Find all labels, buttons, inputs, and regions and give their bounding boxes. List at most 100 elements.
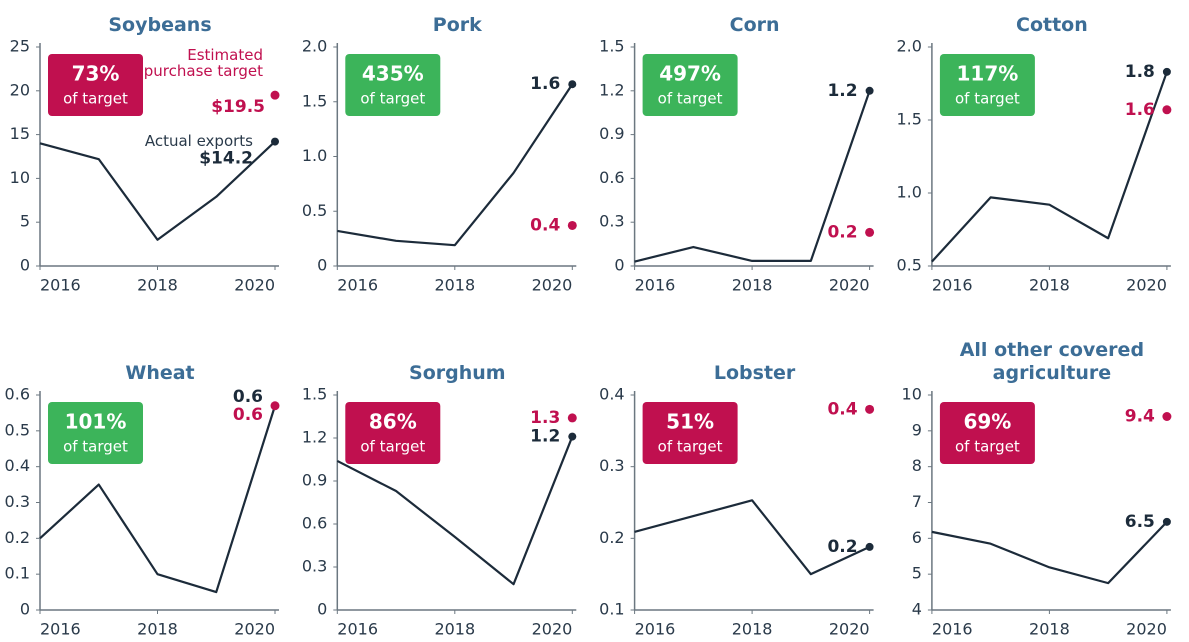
x-tick-label: 2018	[1029, 276, 1070, 295]
y-tick-label: 0.6	[599, 168, 624, 187]
panel-title-box: Corn	[729, 14, 780, 36]
y-tick-label: 0.6	[5, 385, 30, 404]
y-tick-label: 20	[10, 80, 30, 99]
x-tick-label: 2016	[337, 276, 378, 295]
badge-value: 73%	[72, 62, 120, 86]
line	[39, 140, 276, 241]
line	[931, 71, 1168, 263]
target-label: 1.3	[530, 408, 560, 428]
y-tick-label: 0	[20, 600, 30, 619]
target-point	[865, 404, 875, 414]
panel-title-box: Wheat	[125, 362, 195, 384]
badge-value: 117%	[957, 62, 1019, 86]
y-tick-label: 0.3	[302, 557, 327, 576]
x-tick-label: 2020	[234, 276, 275, 295]
target-point	[1162, 412, 1172, 421]
target-label: 0.2	[827, 222, 857, 242]
y-tick-label: 1.0	[896, 183, 921, 202]
target-label: 0.6	[233, 405, 263, 425]
y-tick-label: 1.5	[896, 110, 921, 129]
x-tick-label: 2020	[1126, 276, 1167, 295]
target-point	[1162, 105, 1172, 115]
badge	[345, 54, 441, 116]
badge-text: of target	[63, 438, 128, 456]
y-tick-label: 0.3	[599, 212, 624, 231]
x-tick-label: 2018	[732, 620, 773, 639]
badge-value: 101%	[65, 410, 127, 434]
badge	[48, 402, 143, 464]
x-tick-label: 2016	[40, 276, 81, 295]
badge-text: of target	[360, 90, 425, 108]
y-tick-label: 0	[317, 600, 327, 619]
y-tick-label: 7	[912, 492, 922, 511]
x-tick-label: 2018	[1029, 620, 1070, 639]
badge	[642, 54, 738, 116]
end-point	[865, 86, 874, 95]
line	[39, 405, 277, 594]
end-label: 1.6	[530, 74, 560, 94]
x-tick-label: 2016	[932, 276, 973, 295]
panel-title: Soybeans	[108, 14, 212, 36]
panel-title-box: Pork	[433, 14, 482, 36]
target-label: 0.4	[530, 215, 560, 235]
x-tick-label: 2016	[932, 620, 973, 639]
y-tick-label: 6	[912, 528, 922, 547]
y-tick-label: 0.4	[5, 456, 30, 475]
x-tick-label: 2016	[635, 620, 676, 639]
target-annotation: Estimated purchase target	[143, 47, 263, 81]
badge-text: of target	[955, 438, 1020, 456]
end-point	[1162, 67, 1171, 76]
badge-text: of target	[63, 90, 128, 108]
badge	[642, 402, 738, 464]
target-point	[270, 401, 280, 411]
panel-title-box: Cotton	[1016, 14, 1088, 36]
panel-title: Wheat	[125, 362, 195, 384]
y-tick-label: 8	[912, 456, 922, 475]
badge-value: 69%	[963, 410, 1011, 434]
end-point	[568, 432, 577, 441]
panel-title-box: Sorghum	[409, 362, 506, 384]
panel-title: Cotton	[1016, 14, 1088, 36]
y-tick-label: 10	[10, 168, 30, 187]
panel-title-box: All other covered agriculture	[960, 339, 1144, 384]
target-label: 0.4	[827, 399, 857, 419]
y-tick-label: 9	[912, 420, 922, 439]
y-tick-label: 1.2	[599, 80, 624, 99]
y-tick-label: 0	[614, 256, 624, 275]
y-tick-label: 1.2	[302, 428, 327, 447]
y-tick-label: 0.5	[896, 256, 921, 275]
y-tick-label: 0.5	[5, 420, 30, 439]
x-tick-label: 2018	[434, 620, 475, 639]
y-tick-label: 10	[902, 385, 922, 404]
badge	[48, 54, 143, 116]
y-tick-label: 2.0	[302, 37, 327, 56]
x-tick-label: 2020	[532, 620, 573, 639]
end-label: 6.5	[1125, 512, 1155, 532]
panel-title-box: Soybeans	[108, 14, 212, 36]
line	[336, 436, 574, 586]
badge	[939, 402, 1035, 464]
target-label: $19.5	[211, 97, 265, 117]
badge	[939, 54, 1035, 116]
actual-annotation: Actual exports	[145, 132, 253, 150]
y-tick-label: 1.5	[599, 37, 624, 56]
y-tick-label: 1.5	[302, 385, 327, 404]
x-tick-label: 2016	[635, 276, 676, 295]
line	[634, 90, 871, 263]
target-point	[567, 220, 577, 230]
line	[634, 499, 871, 576]
target-point	[567, 413, 577, 423]
target-label: 9.4	[1125, 407, 1155, 427]
panel-title: Corn	[729, 14, 780, 36]
y-tick-label: 0.3	[599, 456, 624, 475]
x-tick-label: 2018	[137, 276, 178, 295]
panel-title: Lobster	[713, 362, 796, 384]
x-tick-label: 2020	[234, 620, 275, 639]
target-point	[865, 227, 875, 237]
y-tick-label: 4	[912, 600, 922, 619]
target-label: 1.6	[1125, 100, 1155, 120]
line	[337, 83, 574, 247]
y-tick-label: 15	[10, 124, 30, 143]
y-tick-label: 0.4	[599, 385, 624, 404]
badge	[345, 402, 441, 464]
